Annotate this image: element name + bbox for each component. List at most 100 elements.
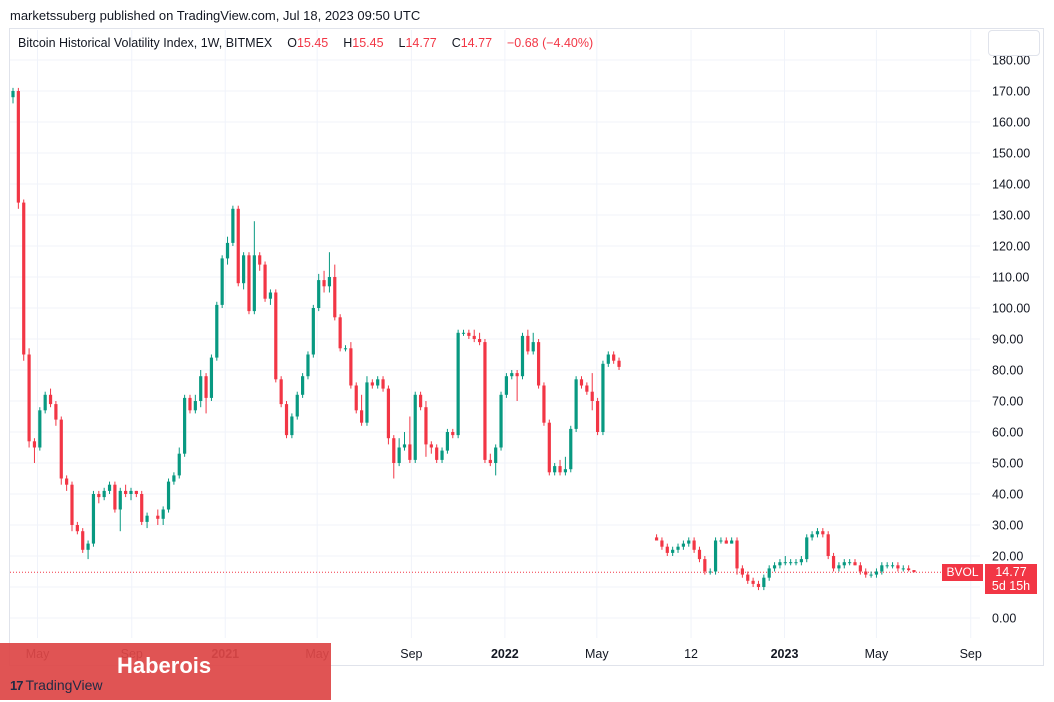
candle-up[interactable]: [193, 394, 197, 414]
candle-up[interactable]: [767, 565, 771, 581]
candle-down[interactable]: [140, 490, 144, 525]
candle-down[interactable]: [746, 571, 750, 584]
candle-up[interactable]: [252, 221, 256, 315]
candle-up[interactable]: [772, 562, 777, 572]
candle-up[interactable]: [880, 562, 884, 575]
candle-up[interactable]: [901, 565, 905, 572]
candle-up[interactable]: [874, 568, 879, 578]
candle-up[interactable]: [86, 540, 90, 560]
candle-up[interactable]: [290, 413, 294, 439]
candle-up[interactable]: [413, 391, 417, 463]
candle-up[interactable]: [107, 481, 112, 494]
candle-down[interactable]: [735, 537, 739, 575]
candle-down[interactable]: [654, 534, 659, 541]
candle-down[interactable]: [65, 475, 69, 491]
candle-down[interactable]: [826, 531, 830, 560]
candle-up[interactable]: [220, 255, 224, 308]
candle-down[interactable]: [590, 373, 594, 411]
candle-down[interactable]: [59, 416, 63, 485]
candle-down[interactable]: [97, 490, 101, 504]
candle-down[interactable]: [113, 481, 117, 513]
candle-up[interactable]: [327, 252, 332, 293]
candle-down[interactable]: [258, 252, 262, 271]
candle-down[interactable]: [16, 87, 20, 209]
candle-up[interactable]: [842, 559, 846, 569]
candle-down[interactable]: [853, 559, 857, 566]
candle-down[interactable]: [381, 376, 385, 392]
candle-up[interactable]: [799, 556, 803, 566]
candle-down[interactable]: [617, 357, 621, 370]
candle-down[interactable]: [724, 537, 728, 544]
candle-up[interactable]: [869, 571, 873, 578]
candle-up[interactable]: [687, 537, 691, 547]
candle-down[interactable]: [22, 199, 26, 361]
candle-down[interactable]: [70, 481, 74, 532]
candle-up[interactable]: [762, 574, 766, 591]
candle-down[interactable]: [284, 401, 289, 439]
candle-up[interactable]: [440, 447, 444, 464]
candle-up[interactable]: [494, 444, 498, 476]
candle-down[interactable]: [740, 565, 744, 578]
candle-down[interactable]: [515, 370, 519, 401]
candle-down[interactable]: [756, 580, 761, 591]
candle-up[interactable]: [242, 252, 246, 290]
candle-up[interactable]: [91, 490, 96, 547]
candle-down[interactable]: [912, 570, 916, 573]
candle-up[interactable]: [848, 559, 852, 566]
candle-down[interactable]: [156, 509, 160, 526]
candle-down[interactable]: [692, 537, 696, 553]
candle-up[interactable]: [531, 332, 535, 355]
candle-down[interactable]: [488, 453, 492, 467]
candle-up[interactable]: [199, 370, 203, 408]
candle-up[interactable]: [166, 478, 171, 513]
candle-down[interactable]: [472, 329, 476, 343]
candle-up[interactable]: [209, 354, 214, 402]
candle-down[interactable]: [483, 339, 487, 463]
candle-down[interactable]: [831, 552, 836, 572]
candle-down[interactable]: [579, 376, 584, 389]
scale-button[interactable]: [988, 30, 1040, 56]
candle-down[interactable]: [907, 565, 911, 572]
candle-down[interactable]: [542, 382, 546, 426]
candle-down[interactable]: [236, 205, 240, 287]
candle-up[interactable]: [402, 432, 407, 451]
candle-up[interactable]: [231, 205, 235, 246]
candle-up[interactable]: [129, 487, 133, 501]
tradingview-logo[interactable]: 17 TradingView: [10, 677, 103, 693]
candle-down[interactable]: [333, 264, 337, 321]
candle-down[interactable]: [338, 314, 342, 352]
candle-up[interactable]: [510, 370, 514, 380]
candle-down[interactable]: [279, 376, 283, 408]
candle-up[interactable]: [783, 556, 787, 566]
candle-up[interactable]: [177, 447, 181, 479]
candle-up[interactable]: [301, 373, 305, 398]
candle-up[interactable]: [365, 376, 369, 426]
candle-down[interactable]: [467, 329, 471, 339]
candle-up[interactable]: [719, 537, 723, 544]
candle-up[interactable]: [885, 562, 889, 569]
candle-up[interactable]: [504, 373, 509, 398]
candle-up[interactable]: [815, 528, 820, 538]
candle-down[interactable]: [81, 528, 85, 553]
candle-up[interactable]: [713, 537, 718, 575]
candle-down[interactable]: [896, 562, 900, 572]
candle-down[interactable]: [558, 459, 562, 476]
candle-down[interactable]: [274, 289, 278, 383]
candle-down[interactable]: [585, 382, 589, 395]
candle-up[interactable]: [161, 506, 165, 525]
candle-up[interactable]: [810, 531, 814, 541]
candle-up[interactable]: [671, 546, 675, 556]
candle-down[interactable]: [354, 382, 358, 414]
candle-down[interactable]: [697, 546, 702, 563]
candle-up[interactable]: [43, 391, 47, 414]
candle-down[interactable]: [27, 348, 31, 448]
candle-up[interactable]: [794, 559, 798, 566]
candle-down[interactable]: [703, 556, 707, 575]
candle-down[interactable]: [263, 261, 267, 302]
candle-up[interactable]: [681, 540, 685, 550]
candle-down[interactable]: [595, 397, 600, 436]
candle-down[interactable]: [124, 484, 128, 498]
candle-down[interactable]: [864, 568, 868, 578]
candle-down[interactable]: [349, 342, 353, 389]
